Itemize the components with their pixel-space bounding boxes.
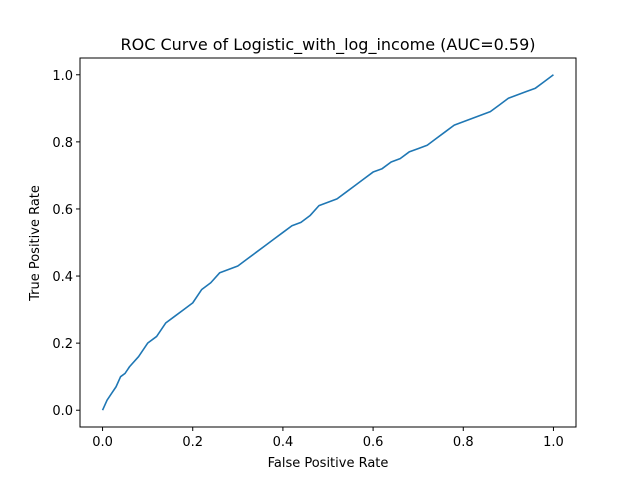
x-tick-label: 0.2 (182, 435, 203, 450)
roc-curve-line (101, 74, 554, 411)
y-tick-label: 1.0 (52, 69, 73, 84)
y-axis-title: True Positive Rate (28, 185, 43, 302)
y-tick-label: 0.8 (52, 136, 73, 151)
y-axis: 0.0 0.2 0.4 0.6 0.8 1.0 (52, 69, 80, 419)
y-tick-label: 0.0 (52, 404, 73, 419)
x-axis-title: False Positive Rate (268, 456, 389, 471)
x-axis: 0.0 0.2 0.4 0.6 0.8 1.0 (92, 427, 564, 450)
plot-area-frame (79, 57, 577, 428)
y-tick-label: 0.4 (52, 270, 73, 285)
x-tick-label: 0.6 (363, 435, 384, 450)
x-tick-label: 0.4 (273, 435, 294, 450)
chart-title: ROC Curve of Logistic_with_log_income (A… (120, 35, 535, 55)
x-tick-label: 0.8 (453, 435, 474, 450)
x-tick-label: 0.0 (92, 435, 113, 450)
x-tick-label: 1.0 (543, 435, 564, 450)
y-tick-label: 0.6 (52, 203, 73, 218)
y-tick-label: 0.2 (52, 337, 73, 352)
